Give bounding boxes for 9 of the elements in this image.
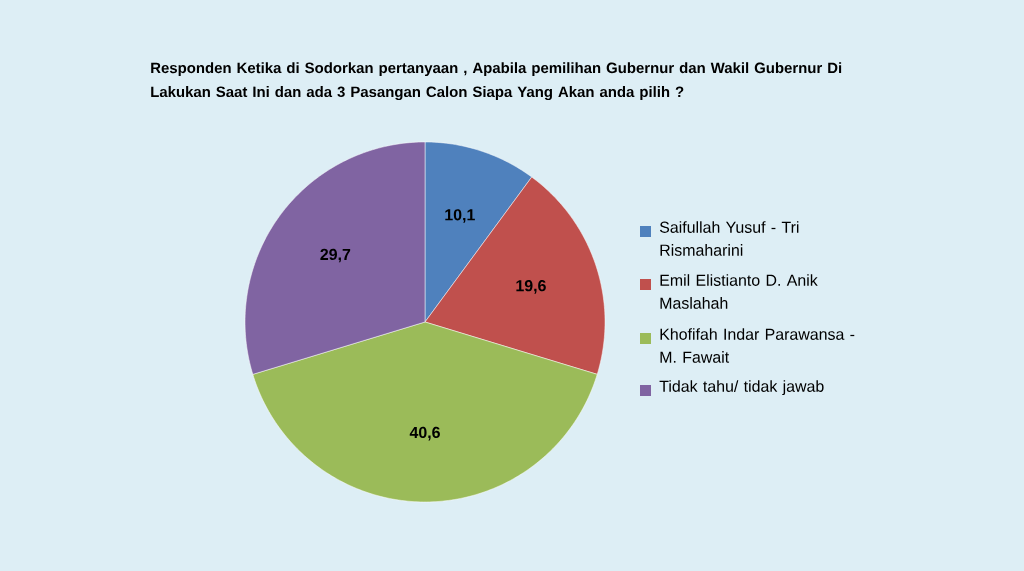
legend-label: Saifullah Yusuf - Tri Rismaharini <box>659 221 799 256</box>
data-label: 40,6 <box>409 426 440 441</box>
data-label: 29,7 <box>320 248 351 263</box>
legend-label: Emil Elistianto D. Anik Maslahah <box>660 274 818 309</box>
data-label: 19,6 <box>516 280 546 294</box>
data-label: 10,1 <box>445 209 475 223</box>
chart-title: Responden Ketika di Sodorkan pertanyaan , Apabila pemilihan Gubernur dan Wakil Gubernur Di Lakukan Saat Ini dan ada 3 Pasangan Calon Siapa Yang Akan anda pilih ? <box>151 62 842 101</box>
legend-label: Tidak tahu/ tidak jawab <box>659 380 824 396</box>
legend-label: Khofifah Indar Parawansa - M. Fawait <box>660 328 855 363</box>
